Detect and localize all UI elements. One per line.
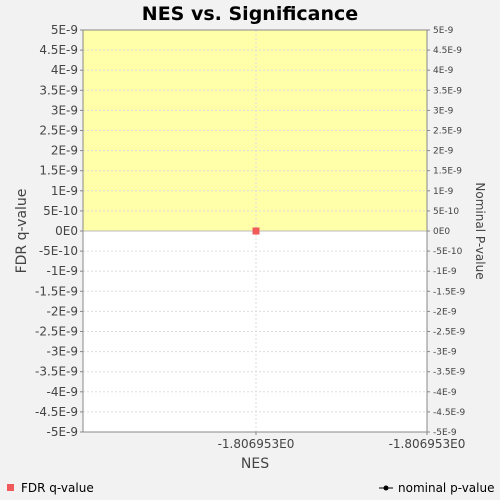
data-points (253, 228, 260, 235)
left-tick-label: 0E0 (55, 224, 78, 238)
right-tick-label: -3E-9 (433, 348, 457, 358)
x-tick-label: -1.806953E0 (218, 437, 295, 451)
right-tick-label: -2.5E-9 (433, 328, 465, 338)
left-tick-label: -2.5E-9 (35, 325, 78, 339)
left-tick-label: 5E-10 (43, 204, 78, 218)
chart-title: NES vs. Significance (142, 3, 358, 25)
left-tick-label: -2E-9 (46, 304, 78, 318)
left-tick-label: -4.5E-9 (35, 405, 78, 419)
right-tick-label: -1E-9 (433, 267, 457, 277)
left-tick-label: -1.5E-9 (35, 284, 78, 298)
right-tick-label: 3E-9 (433, 106, 454, 116)
left-tick-label: -5E-9 (46, 425, 78, 439)
left-tick-label: 4E-9 (51, 63, 78, 77)
left-tick-label: 1E-9 (51, 184, 78, 198)
right-tick-label: 4E-9 (433, 66, 454, 76)
left-tick-label: 3E-9 (51, 103, 78, 117)
legend-fdr-marker (7, 484, 14, 491)
right-tick-label: -1.5E-9 (433, 287, 465, 297)
left-tick-label: 2.5E-9 (39, 124, 78, 138)
right-tick-label: 2E-9 (433, 147, 454, 157)
left-tick-label: -3E-9 (46, 345, 78, 359)
fdr-point (253, 228, 260, 235)
left-tick-label: -1E-9 (46, 264, 78, 278)
left-tick-label: -3.5E-9 (35, 365, 78, 379)
y2-axis-label: Nominal P-value (473, 182, 487, 279)
left-tick-label: 2E-9 (51, 144, 78, 158)
right-tick-label: 1E-9 (433, 187, 454, 197)
legend: FDR q-value nominal p-value (7, 481, 494, 495)
right-axis-ticks: 5E-9 4.5E-9 4E-9 3.5E-9 3E-9 2.5E-9 2E-9 1.5E-9… (427, 26, 465, 438)
right-tick-label: -3.5E-9 (433, 368, 465, 378)
right-tick-label: 5E-9 (433, 26, 454, 36)
legend-nominal-marker (384, 486, 389, 491)
legend-nominal-label: nominal p-value (398, 481, 494, 495)
right-tick-label: 4.5E-9 (433, 46, 462, 56)
left-tick-label: -4E-9 (46, 385, 78, 399)
y-axis-label: FDR q-value (14, 189, 30, 274)
right-tick-label: 1.5E-9 (433, 167, 462, 177)
legend-fdr-label: FDR q-value (21, 481, 94, 495)
right-tick-label: 3.5E-9 (433, 86, 462, 96)
right-tick-label: 2.5E-9 (433, 127, 462, 137)
left-tick-label: 3.5E-9 (39, 83, 78, 97)
x-tick-label: -1.806953E0 (389, 437, 466, 451)
left-tick-label: 5E-9 (51, 23, 78, 37)
left-tick-label: 4.5E-9 (39, 43, 78, 57)
right-tick-label: 0E0 (433, 227, 450, 237)
x-axis-label: NES (241, 456, 269, 472)
left-axis-ticks: 5E-9 4.5E-9 4E-9 3.5E-9 3E-9 2.5E-9 2E-9 1.5E-9… (35, 23, 83, 439)
right-tick-label: -4.5E-9 (433, 408, 465, 418)
right-tick-label: -4E-9 (433, 388, 457, 398)
x-axis-ticks: -1.806953E0 -1.806953E0 (218, 432, 466, 451)
right-tick-label: -5E-10 (433, 247, 463, 257)
left-tick-label: 1.5E-9 (39, 164, 78, 178)
right-tick-label: 5E-10 (433, 207, 459, 217)
left-tick-label: -5E-10 (39, 244, 78, 258)
right-tick-label: -2E-9 (433, 307, 457, 317)
